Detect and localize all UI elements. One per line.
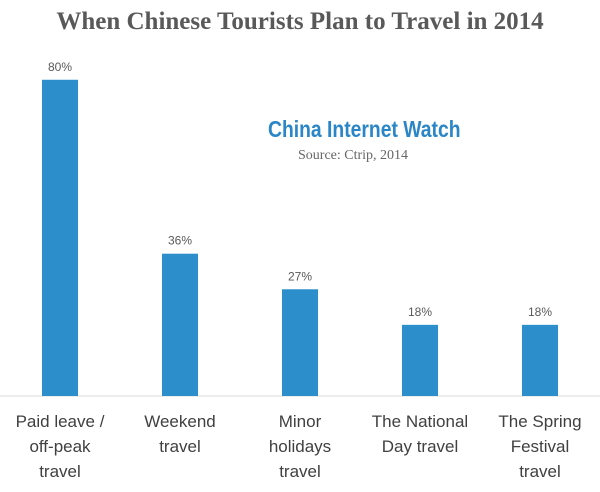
category-label-4: The National Day travel [372,412,468,456]
bar-5 [522,324,558,396]
bar-3 [282,289,318,396]
category-label-5: The Spring Festival travel [498,412,581,481]
watermark: China Internet Watch [268,116,461,142]
chart-title: When Chinese Tourists Plan to Travel in … [56,8,544,35]
bar-value-label-2: 36% [168,234,192,248]
bar-value-label-3: 27% [288,269,312,283]
bars-group: 80% Paid leave / off-peak travel 36% Weekend t… [16,60,582,481]
category-label-1: Paid leave / off-peak travel [16,412,105,481]
bar-2 [162,253,198,396]
category-label-2: Weekend travel [144,412,216,456]
bar-value-label-4: 18% [408,305,432,319]
bar-4 [402,324,438,396]
bar-value-label-1: 80% [48,60,72,74]
category-label-3: Minor holidays travel [269,412,331,481]
bar-1 [42,79,78,396]
source-note: Source: Ctrip, 2014 [298,148,409,163]
bar-value-label-5: 18% [528,305,552,319]
